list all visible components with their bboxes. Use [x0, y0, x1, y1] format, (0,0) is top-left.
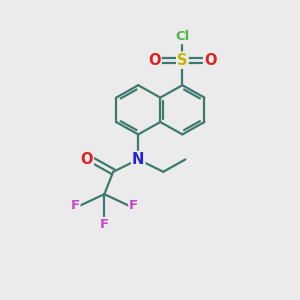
Text: F: F — [129, 200, 138, 212]
Text: F: F — [100, 218, 109, 231]
Text: N: N — [132, 152, 144, 167]
Text: O: O — [148, 53, 161, 68]
Text: Cl: Cl — [175, 30, 190, 43]
Text: O: O — [204, 53, 217, 68]
Text: O: O — [80, 152, 93, 167]
Text: S: S — [177, 53, 188, 68]
Text: F: F — [70, 200, 80, 212]
